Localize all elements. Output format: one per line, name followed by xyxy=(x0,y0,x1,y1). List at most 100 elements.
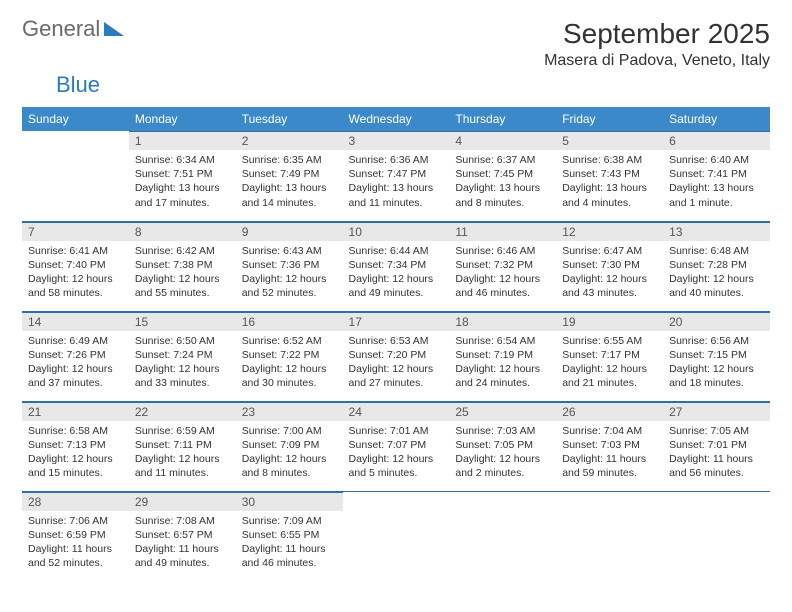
calendar-cell: 10Sunrise: 6:44 AMSunset: 7:34 PMDayligh… xyxy=(343,221,450,311)
day-number: 20 xyxy=(663,312,770,331)
calendar-cell: 9Sunrise: 6:43 AMSunset: 7:36 PMDaylight… xyxy=(236,221,343,311)
calendar-row: 28Sunrise: 7:06 AMSunset: 6:59 PMDayligh… xyxy=(22,491,770,581)
day-header: Tuesday xyxy=(236,107,343,131)
day-number: 29 xyxy=(129,492,236,511)
day-details: Sunrise: 6:56 AMSunset: 7:15 PMDaylight:… xyxy=(663,331,770,397)
day-number: 3 xyxy=(343,131,450,150)
day-details: Sunrise: 7:08 AMSunset: 6:57 PMDaylight:… xyxy=(129,511,236,577)
day-number: 15 xyxy=(129,312,236,331)
day-number: 24 xyxy=(343,402,450,421)
calendar-cell: 29Sunrise: 7:08 AMSunset: 6:57 PMDayligh… xyxy=(129,491,236,581)
day-details: Sunrise: 6:35 AMSunset: 7:49 PMDaylight:… xyxy=(236,150,343,216)
day-details: Sunrise: 7:09 AMSunset: 6:55 PMDaylight:… xyxy=(236,511,343,577)
day-details: Sunrise: 7:01 AMSunset: 7:07 PMDaylight:… xyxy=(343,421,450,487)
calendar-cell: 23Sunrise: 7:00 AMSunset: 7:09 PMDayligh… xyxy=(236,401,343,491)
calendar-cell: 20Sunrise: 6:56 AMSunset: 7:15 PMDayligh… xyxy=(663,311,770,401)
day-details: Sunrise: 6:34 AMSunset: 7:51 PMDaylight:… xyxy=(129,150,236,216)
day-number: 11 xyxy=(449,222,556,241)
calendar-cell: 30Sunrise: 7:09 AMSunset: 6:55 PMDayligh… xyxy=(236,491,343,581)
day-number: 25 xyxy=(449,402,556,421)
calendar-cell: 3Sunrise: 6:36 AMSunset: 7:47 PMDaylight… xyxy=(343,131,450,221)
calendar-cell xyxy=(556,491,663,581)
day-details: Sunrise: 6:44 AMSunset: 7:34 PMDaylight:… xyxy=(343,241,450,307)
day-number: 2 xyxy=(236,131,343,150)
day-details: Sunrise: 6:46 AMSunset: 7:32 PMDaylight:… xyxy=(449,241,556,307)
day-number: 8 xyxy=(129,222,236,241)
calendar-cell xyxy=(343,491,450,581)
day-number: 16 xyxy=(236,312,343,331)
day-number: 18 xyxy=(449,312,556,331)
calendar-cell: 11Sunrise: 6:46 AMSunset: 7:32 PMDayligh… xyxy=(449,221,556,311)
day-header: Wednesday xyxy=(343,107,450,131)
calendar-cell: 13Sunrise: 6:48 AMSunset: 7:28 PMDayligh… xyxy=(663,221,770,311)
calendar-cell: 1Sunrise: 6:34 AMSunset: 7:51 PMDaylight… xyxy=(129,131,236,221)
day-details: Sunrise: 6:59 AMSunset: 7:11 PMDaylight:… xyxy=(129,421,236,487)
day-header: Saturday xyxy=(663,107,770,131)
day-details: Sunrise: 6:49 AMSunset: 7:26 PMDaylight:… xyxy=(22,331,129,397)
day-details: Sunrise: 6:43 AMSunset: 7:36 PMDaylight:… xyxy=(236,241,343,307)
day-number: 23 xyxy=(236,402,343,421)
calendar-row: 7Sunrise: 6:41 AMSunset: 7:40 PMDaylight… xyxy=(22,221,770,311)
day-number: 26 xyxy=(556,402,663,421)
day-details: Sunrise: 6:41 AMSunset: 7:40 PMDaylight:… xyxy=(22,241,129,307)
calendar-cell: 28Sunrise: 7:06 AMSunset: 6:59 PMDayligh… xyxy=(22,491,129,581)
calendar-cell: 24Sunrise: 7:01 AMSunset: 7:07 PMDayligh… xyxy=(343,401,450,491)
day-details: Sunrise: 6:37 AMSunset: 7:45 PMDaylight:… xyxy=(449,150,556,216)
calendar-row: 21Sunrise: 6:58 AMSunset: 7:13 PMDayligh… xyxy=(22,401,770,491)
page-title: September 2025 xyxy=(544,18,770,50)
day-details: Sunrise: 6:48 AMSunset: 7:28 PMDaylight:… xyxy=(663,241,770,307)
calendar-cell: 25Sunrise: 7:03 AMSunset: 7:05 PMDayligh… xyxy=(449,401,556,491)
calendar-cell: 26Sunrise: 7:04 AMSunset: 7:03 PMDayligh… xyxy=(556,401,663,491)
calendar-cell: 27Sunrise: 7:05 AMSunset: 7:01 PMDayligh… xyxy=(663,401,770,491)
calendar-cell: 16Sunrise: 6:52 AMSunset: 7:22 PMDayligh… xyxy=(236,311,343,401)
calendar-table: Sunday Monday Tuesday Wednesday Thursday… xyxy=(22,107,770,581)
day-number: 21 xyxy=(22,402,129,421)
day-number: 4 xyxy=(449,131,556,150)
day-number: 13 xyxy=(663,222,770,241)
day-details: Sunrise: 6:38 AMSunset: 7:43 PMDaylight:… xyxy=(556,150,663,216)
day-details: Sunrise: 7:00 AMSunset: 7:09 PMDaylight:… xyxy=(236,421,343,487)
calendar-cell: 7Sunrise: 6:41 AMSunset: 7:40 PMDaylight… xyxy=(22,221,129,311)
brand-logo: General xyxy=(22,18,124,40)
day-number: 10 xyxy=(343,222,450,241)
day-number: 19 xyxy=(556,312,663,331)
day-number: 12 xyxy=(556,222,663,241)
calendar-cell: 8Sunrise: 6:42 AMSunset: 7:38 PMDaylight… xyxy=(129,221,236,311)
calendar-cell: 22Sunrise: 6:59 AMSunset: 7:11 PMDayligh… xyxy=(129,401,236,491)
calendar-cell: 6Sunrise: 6:40 AMSunset: 7:41 PMDaylight… xyxy=(663,131,770,221)
day-number: 14 xyxy=(22,312,129,331)
day-number: 9 xyxy=(236,222,343,241)
day-number: 22 xyxy=(129,402,236,421)
day-details: Sunrise: 6:47 AMSunset: 7:30 PMDaylight:… xyxy=(556,241,663,307)
calendar-cell: 2Sunrise: 6:35 AMSunset: 7:49 PMDaylight… xyxy=(236,131,343,221)
day-details: Sunrise: 6:36 AMSunset: 7:47 PMDaylight:… xyxy=(343,150,450,216)
day-header: Sunday xyxy=(22,107,129,131)
day-number: 5 xyxy=(556,131,663,150)
calendar-cell: 5Sunrise: 6:38 AMSunset: 7:43 PMDaylight… xyxy=(556,131,663,221)
location-text: Masera di Padova, Veneto, Italy xyxy=(544,52,770,70)
calendar-cell: 12Sunrise: 6:47 AMSunset: 7:30 PMDayligh… xyxy=(556,221,663,311)
day-number: 17 xyxy=(343,312,450,331)
day-number: 6 xyxy=(663,131,770,150)
brand-logo-mark xyxy=(104,22,124,36)
calendar-cell xyxy=(449,491,556,581)
calendar-cell: 21Sunrise: 6:58 AMSunset: 7:13 PMDayligh… xyxy=(22,401,129,491)
day-number: 7 xyxy=(22,222,129,241)
calendar-cell: 15Sunrise: 6:50 AMSunset: 7:24 PMDayligh… xyxy=(129,311,236,401)
day-header: Monday xyxy=(129,107,236,131)
title-block: September 2025 Masera di Padova, Veneto,… xyxy=(544,18,770,70)
day-details: Sunrise: 7:05 AMSunset: 7:01 PMDaylight:… xyxy=(663,421,770,487)
calendar-cell: 19Sunrise: 6:55 AMSunset: 7:17 PMDayligh… xyxy=(556,311,663,401)
calendar-row: 14Sunrise: 6:49 AMSunset: 7:26 PMDayligh… xyxy=(22,311,770,401)
brand-word1: General xyxy=(22,18,100,40)
day-details: Sunrise: 6:42 AMSunset: 7:38 PMDaylight:… xyxy=(129,241,236,307)
day-number: 1 xyxy=(129,131,236,150)
calendar-cell: 17Sunrise: 6:53 AMSunset: 7:20 PMDayligh… xyxy=(343,311,450,401)
day-header: Thursday xyxy=(449,107,556,131)
calendar-cell: 4Sunrise: 6:37 AMSunset: 7:45 PMDaylight… xyxy=(449,131,556,221)
day-details: Sunrise: 7:04 AMSunset: 7:03 PMDaylight:… xyxy=(556,421,663,487)
calendar-cell xyxy=(22,131,129,221)
day-details: Sunrise: 6:54 AMSunset: 7:19 PMDaylight:… xyxy=(449,331,556,397)
day-number: 28 xyxy=(22,492,129,511)
day-details: Sunrise: 6:55 AMSunset: 7:17 PMDaylight:… xyxy=(556,331,663,397)
